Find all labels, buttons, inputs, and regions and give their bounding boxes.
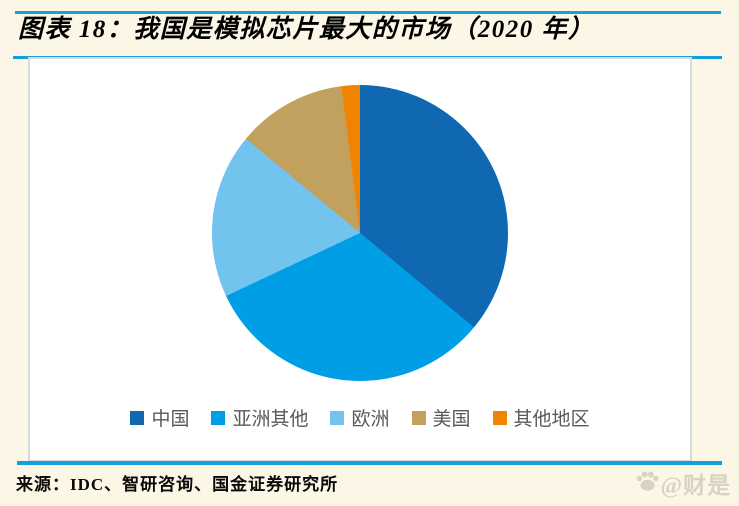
legend-item: 亚洲其他 <box>211 404 308 431</box>
legend-label: 欧洲 <box>351 409 390 430</box>
legend-item: 中国 <box>130 404 189 431</box>
legend-item: 美国 <box>411 404 471 431</box>
legend-swatch <box>130 410 145 425</box>
legend-label: 其他地区 <box>513 409 590 430</box>
chart-panel: 中国 亚洲其他 欧洲 美国 其他地区 <box>28 57 692 462</box>
source-note: 来源：IDC、智研咨询、国金证券研究所 <box>16 475 339 494</box>
legend-swatch <box>492 410 507 425</box>
watermark-text: @财是 <box>660 473 731 498</box>
legend-label: 亚洲其他 <box>232 409 309 430</box>
pie-chart <box>212 85 508 381</box>
page-title: 图表 18：我国是模拟芯片最大的市场（2020 年） <box>18 16 595 43</box>
chart-legend: 中国 亚洲其他 欧洲 美国 其他地区 <box>30 404 690 431</box>
bottom-rule <box>17 461 722 465</box>
legend-swatch <box>211 410 226 425</box>
watermark: @财是 <box>635 466 731 500</box>
paw-icon <box>635 468 660 499</box>
legend-item: 欧洲 <box>330 404 390 431</box>
legend-label: 中国 <box>151 409 190 430</box>
legend-swatch <box>330 410 345 425</box>
legend-item: 其他地区 <box>492 404 590 431</box>
legend-swatch <box>411 410 426 425</box>
legend-label: 美国 <box>432 409 471 430</box>
top-rule <box>15 11 721 14</box>
